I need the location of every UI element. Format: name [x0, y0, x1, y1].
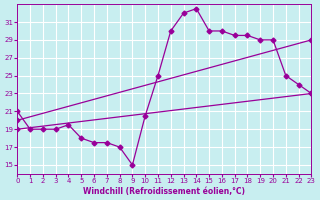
X-axis label: Windchill (Refroidissement éolien,°C): Windchill (Refroidissement éolien,°C) — [84, 187, 245, 196]
